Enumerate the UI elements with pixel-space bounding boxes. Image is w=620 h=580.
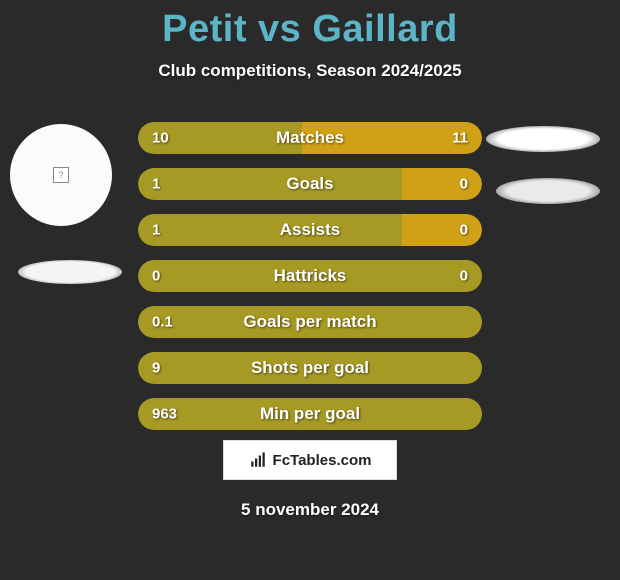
stat-bars: Matches1011 Goals10 Assists10 Hattricks00 Go… <box>138 122 482 444</box>
brand-badge[interactable]: FcTables.com <box>223 440 397 480</box>
bar-left-segment <box>138 214 402 246</box>
bar-left-segment <box>138 306 482 338</box>
brand-text: FcTables.com <box>273 452 372 469</box>
stat-row: Assists10 <box>138 214 482 246</box>
stat-row: Hattricks00 <box>138 260 482 292</box>
bar-right-segment <box>402 214 482 246</box>
bar-left-segment <box>138 168 402 200</box>
avatar-shadow-left <box>18 260 122 284</box>
footer-date: 5 november 2024 <box>0 500 620 520</box>
page-subtitle: Club competitions, Season 2024/2025 <box>0 61 620 81</box>
player-avatar-left: ? <box>10 124 112 226</box>
bar-right-segment <box>302 122 482 154</box>
stat-row: Goals per match0.1 <box>138 306 482 338</box>
bar-left-segment <box>138 122 302 154</box>
bar-left-segment <box>138 398 482 430</box>
bar-right-segment <box>402 168 482 200</box>
bar-left-segment <box>138 260 482 292</box>
player-avatar-right <box>486 126 600 152</box>
stat-row: Min per goal963 <box>138 398 482 430</box>
chart-icon <box>249 451 267 469</box>
stat-row: Shots per goal9 <box>138 352 482 384</box>
stat-row: Matches1011 <box>138 122 482 154</box>
page-title: Petit vs Gaillard <box>0 0 620 51</box>
stat-row: Goals10 <box>138 168 482 200</box>
bar-left-segment <box>138 352 482 384</box>
avatar-shadow-right <box>496 178 600 204</box>
broken-image-icon: ? <box>53 167 69 183</box>
